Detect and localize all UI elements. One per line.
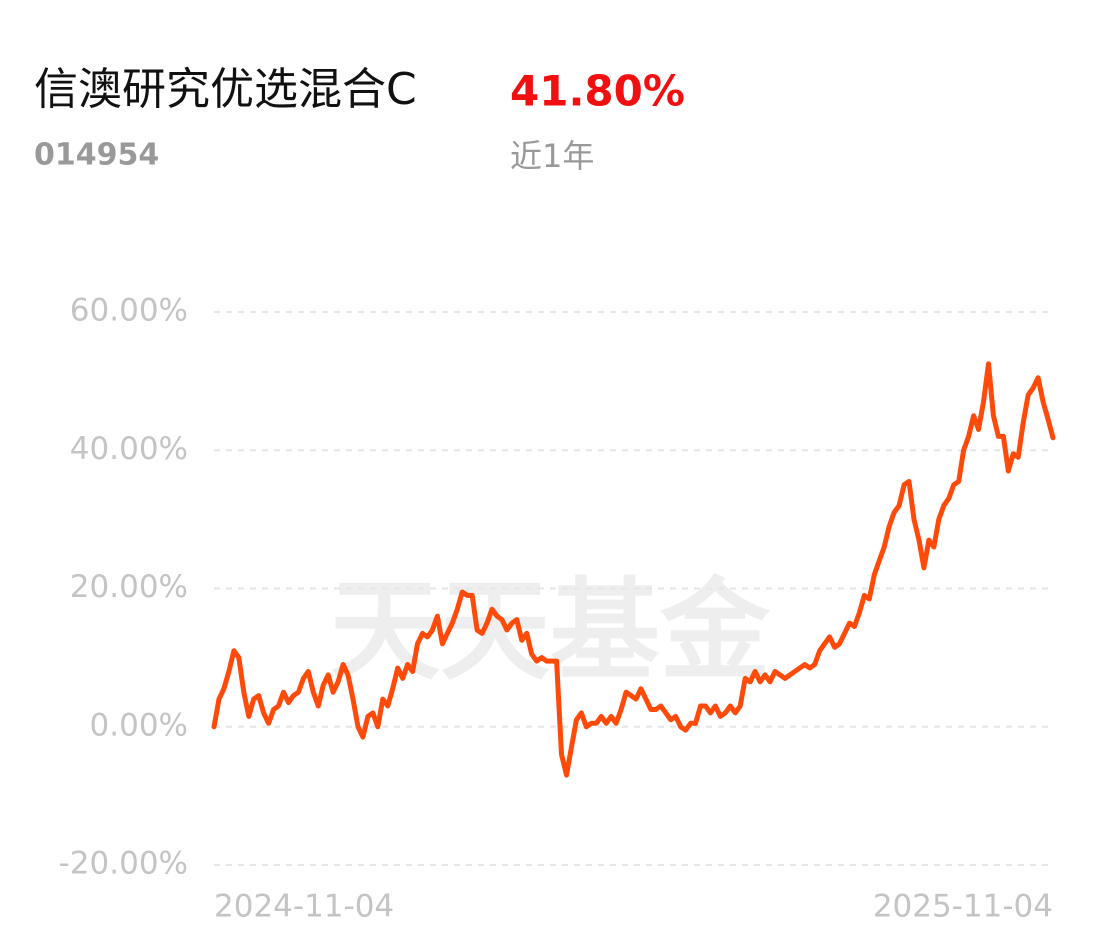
period: 近1年 [510, 137, 594, 175]
x-tick-label: 2024-11-04 [214, 889, 394, 925]
fund-code: 014954 [34, 138, 159, 173]
line-series [211, 361, 1056, 778]
x-tick-label: 2025-11-04 [873, 889, 1053, 925]
y-tick-label: 0.00% [90, 707, 188, 743]
y-tick-label: 40.00% [70, 431, 188, 467]
y-tick-label: 20.00% [70, 569, 188, 605]
y-tick-label: 60.00% [70, 293, 188, 329]
fund-return: 41.80% [510, 67, 685, 116]
fund-title: 信澳研究优选混合C [34, 64, 417, 115]
y-tick-label: -20.00% [59, 846, 188, 882]
